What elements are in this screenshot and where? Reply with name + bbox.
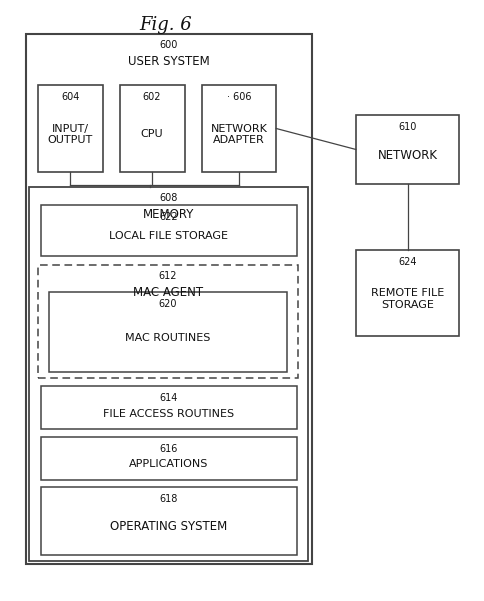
Bar (37, 264, 297, 378)
Text: MAC ROUTINES: MAC ROUTINES (125, 333, 210, 343)
Text: Fig. 6: Fig. 6 (139, 16, 191, 34)
Text: REMOTE FILE
STORAGE: REMOTE FILE STORAGE (370, 288, 443, 310)
Bar (41, 487, 296, 555)
Text: 620: 620 (158, 299, 177, 309)
Bar (201, 85, 276, 172)
Text: 604: 604 (61, 93, 79, 102)
Bar (26, 34, 312, 564)
Text: APPLICATIONS: APPLICATIONS (129, 459, 208, 469)
Bar (41, 386, 296, 429)
Bar (41, 437, 296, 480)
Bar (355, 115, 458, 184)
Text: 618: 618 (159, 494, 178, 504)
Text: INPUT/
OUTPUT: INPUT/ OUTPUT (47, 124, 92, 145)
Bar (355, 249, 458, 337)
Text: 624: 624 (397, 257, 416, 267)
Bar (37, 85, 103, 172)
Text: NETWORK
ADAPTER: NETWORK ADAPTER (210, 124, 267, 145)
Text: 600: 600 (159, 40, 178, 50)
Text: USER SYSTEM: USER SYSTEM (128, 55, 210, 69)
Text: FILE ACCESS ROUTINES: FILE ACCESS ROUTINES (103, 409, 234, 418)
Text: 602: 602 (143, 93, 161, 102)
Text: 616: 616 (159, 444, 178, 454)
Text: OPERATING SYSTEM: OPERATING SYSTEM (110, 520, 227, 534)
Text: 614: 614 (159, 393, 178, 403)
Bar (30, 187, 307, 561)
Text: NETWORK: NETWORK (377, 149, 437, 162)
Text: LOCAL FILE STORAGE: LOCAL FILE STORAGE (109, 231, 228, 241)
Bar (119, 85, 184, 172)
Bar (48, 291, 286, 372)
Text: CPU: CPU (140, 129, 163, 139)
Text: · 606: · 606 (226, 93, 251, 102)
Text: 610: 610 (398, 122, 416, 132)
Text: MAC AGENT: MAC AGENT (133, 285, 202, 299)
Text: 612: 612 (158, 270, 177, 281)
Text: MEMORY: MEMORY (143, 208, 194, 221)
Text: 622: 622 (159, 212, 178, 222)
Text: 608: 608 (159, 193, 178, 203)
Bar (41, 205, 296, 255)
